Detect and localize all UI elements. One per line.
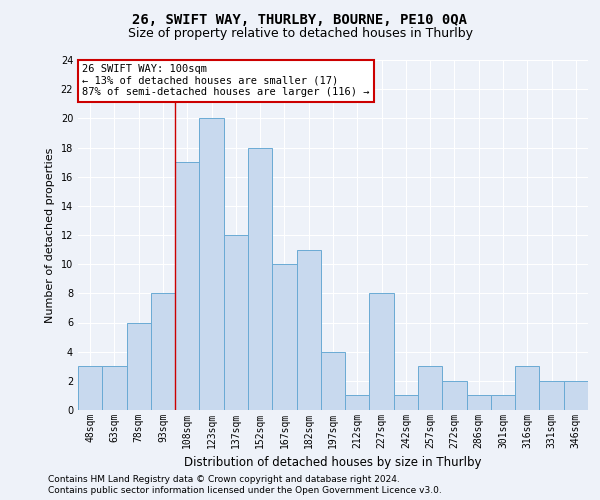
Bar — [442, 381, 467, 410]
Bar — [491, 396, 515, 410]
Bar — [467, 396, 491, 410]
Bar — [199, 118, 224, 410]
Bar — [515, 366, 539, 410]
Bar — [394, 396, 418, 410]
X-axis label: Distribution of detached houses by size in Thurlby: Distribution of detached houses by size … — [184, 456, 482, 469]
Bar — [564, 381, 588, 410]
Bar — [539, 381, 564, 410]
Bar — [151, 294, 175, 410]
Bar — [224, 235, 248, 410]
Y-axis label: Number of detached properties: Number of detached properties — [45, 148, 55, 322]
Bar — [272, 264, 296, 410]
Bar — [345, 396, 370, 410]
Text: Size of property relative to detached houses in Thurlby: Size of property relative to detached ho… — [128, 28, 473, 40]
Bar — [78, 366, 102, 410]
Bar — [370, 294, 394, 410]
Text: 26 SWIFT WAY: 100sqm
← 13% of detached houses are smaller (17)
87% of semi-detac: 26 SWIFT WAY: 100sqm ← 13% of detached h… — [82, 64, 370, 98]
Bar — [321, 352, 345, 410]
Text: 26, SWIFT WAY, THURLBY, BOURNE, PE10 0QA: 26, SWIFT WAY, THURLBY, BOURNE, PE10 0QA — [133, 12, 467, 26]
Bar — [248, 148, 272, 410]
Text: Contains HM Land Registry data © Crown copyright and database right 2024.: Contains HM Land Registry data © Crown c… — [48, 475, 400, 484]
Bar — [102, 366, 127, 410]
Text: Contains public sector information licensed under the Open Government Licence v3: Contains public sector information licen… — [48, 486, 442, 495]
Bar — [296, 250, 321, 410]
Bar — [418, 366, 442, 410]
Bar — [175, 162, 199, 410]
Bar — [127, 322, 151, 410]
